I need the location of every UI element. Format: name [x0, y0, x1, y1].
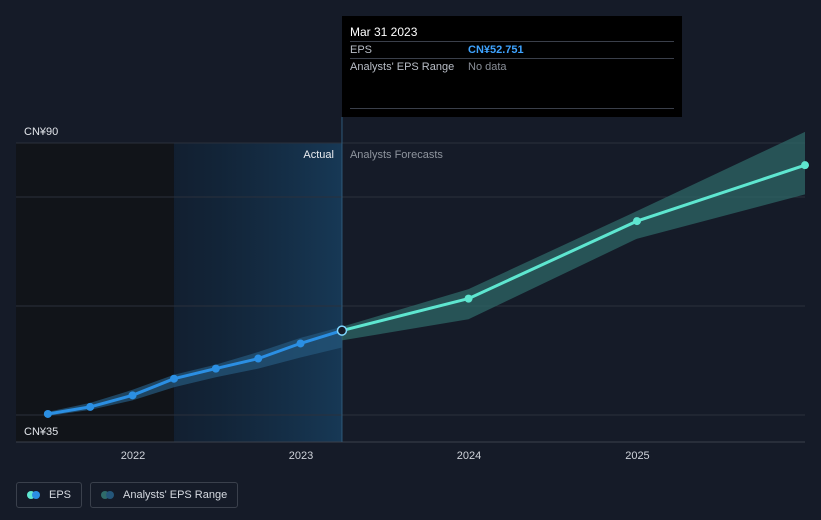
- tooltip-range-row: Analysts' EPS Range No data: [350, 58, 674, 75]
- x-tick-label: 2022: [121, 450, 145, 462]
- legend-eps[interactable]: EPS: [16, 482, 83, 508]
- forecast-eps-range-band: [342, 131, 805, 341]
- eps-forecast-point: [633, 217, 641, 226]
- tooltip-range-value: No data: [468, 61, 507, 73]
- eps-actual-point: [211, 364, 220, 373]
- tooltip: Mar 31 2023 EPS CN¥52.751 Analysts' EPS …: [342, 16, 682, 117]
- eps-actual-point: [86, 402, 95, 411]
- eps-actual-point: [43, 409, 52, 418]
- tooltip-range-label: Analysts' EPS Range: [350, 61, 455, 73]
- eps-forecast-point: [464, 294, 473, 303]
- x-tick-label: 2024: [457, 450, 481, 462]
- tooltip-divider: [350, 108, 674, 109]
- legend: EPS Analysts' EPS Range: [16, 482, 239, 508]
- tooltip-date: Mar 31 2023: [350, 25, 418, 39]
- eps-actual-point: [128, 391, 137, 400]
- eps-actual-point: [254, 354, 263, 363]
- eps-highlight-point: [336, 325, 348, 336]
- eps-forecast-line: [341, 163, 806, 333]
- eps-forecast-point: [801, 161, 809, 170]
- eps-actual-line: [47, 329, 343, 416]
- forecast-region-label: Analysts Forecasts: [350, 149, 443, 161]
- legend-eps-swatch-icon: [27, 491, 41, 499]
- tooltip-eps-value: CN¥52.751: [468, 44, 524, 56]
- eps-actual-point: [169, 374, 178, 383]
- y-tick-label: CN¥35: [24, 426, 58, 438]
- legend-eps-label: EPS: [49, 489, 72, 501]
- x-tick-label: 2025: [625, 450, 649, 462]
- eps-actual-point: [296, 339, 305, 348]
- x-tick-label: 2023: [289, 450, 313, 462]
- legend-range[interactable]: Analysts' EPS Range: [90, 482, 239, 508]
- tooltip-eps-row: EPS CN¥52.751: [350, 41, 674, 58]
- past-eps-band: [47, 326, 343, 416]
- legend-range-label: Analysts' EPS Range: [123, 489, 228, 501]
- y-tick-label: CN¥90: [24, 126, 58, 138]
- tooltip-eps-label: EPS: [350, 44, 373, 56]
- legend-range-swatch-icon: [101, 491, 115, 499]
- past-dark-region: [16, 143, 174, 442]
- actual-region: [173, 143, 342, 442]
- actual-region-label: Actual: [303, 149, 334, 161]
